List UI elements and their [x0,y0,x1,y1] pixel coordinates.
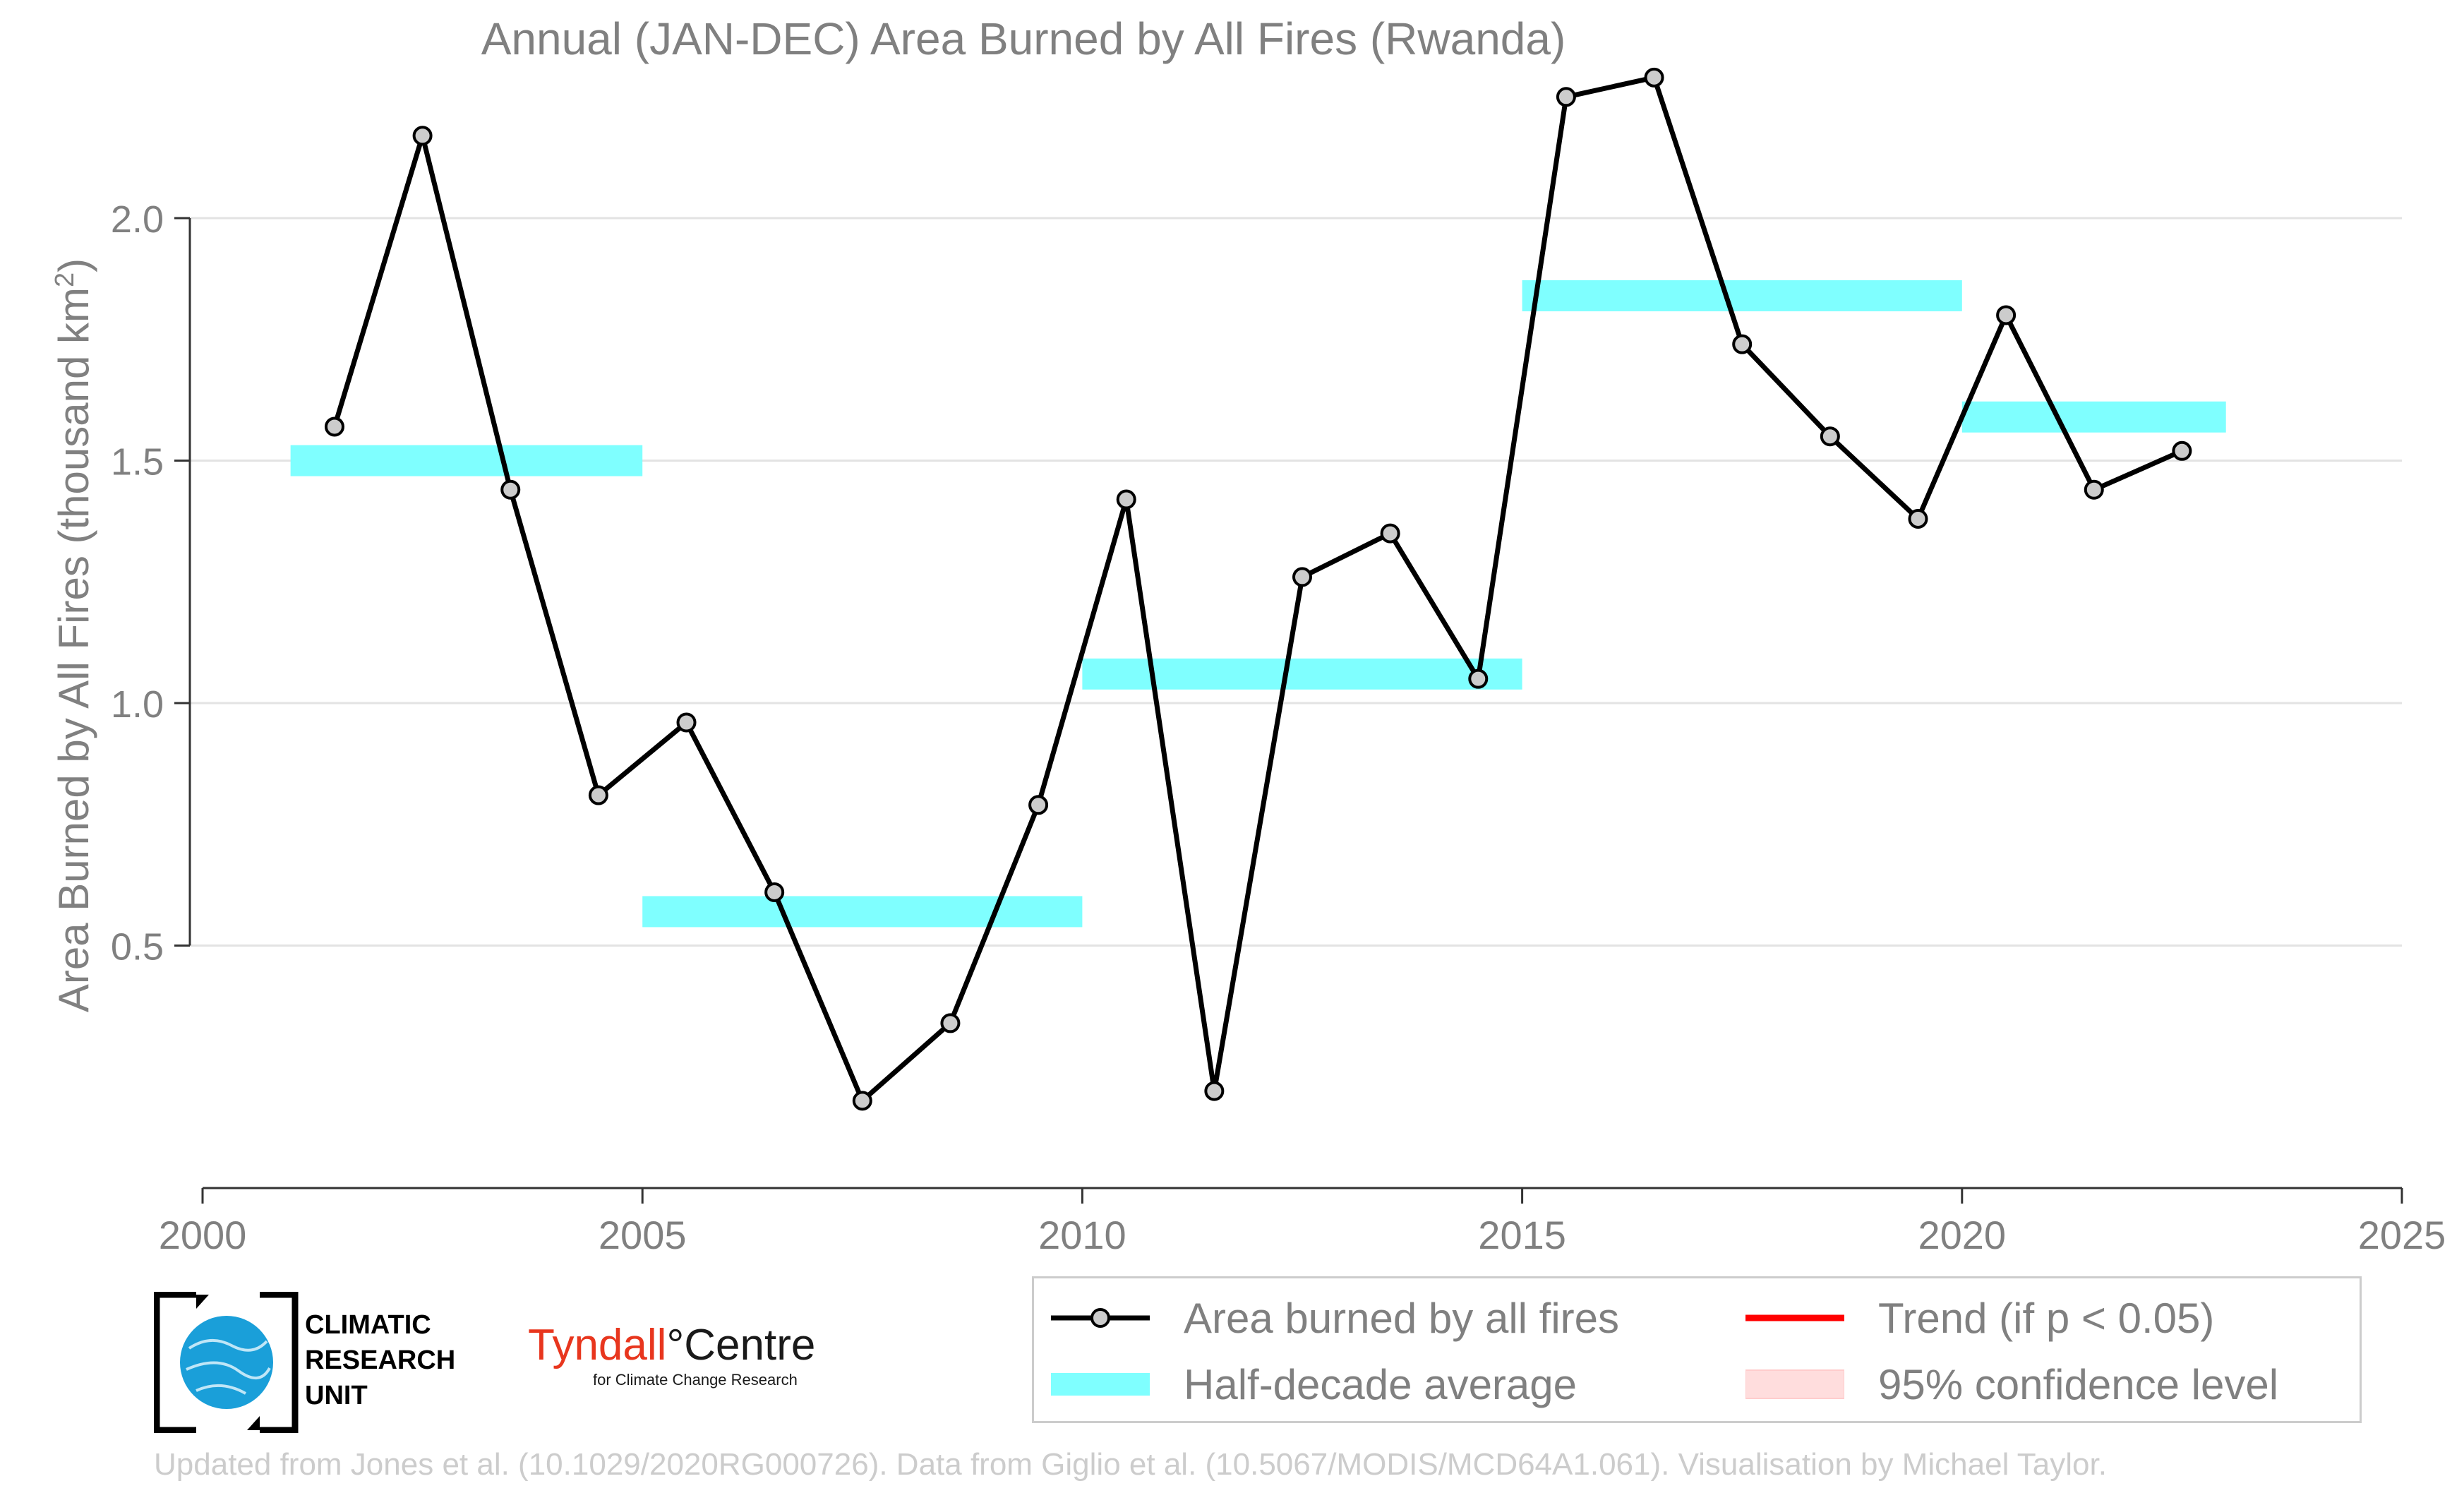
y-tick-label: 0.5 [111,926,164,969]
tyndall-degree: ° [666,1321,685,1369]
tyndall-name-part2: Centre [684,1321,816,1369]
cru-logo-text: CLIMATIC RESEARCH UNIT [305,1307,455,1413]
data-point [1996,305,2017,325]
legend-label: Half-decade average [1184,1360,1577,1408]
legend-item-trend: Trend (if p < 0.05) [1745,1290,2214,1346]
legend: Area burned by all fires Trend (if p < 0… [1032,1276,2362,1423]
cru-logo: CLIMATIC RESEARCH UNIT [153,1291,486,1434]
tyndall-logo-name: Tyndall°Centre [528,1320,815,1370]
legend-item-area-burned: Area burned by all fires [1051,1290,1619,1346]
legend-swatch-line-icon [1745,1297,1844,1339]
y-tick-label: 2.0 [111,198,164,241]
chart-title: Annual (JAN-DEC) Area Burned by All Fire… [481,13,1566,64]
legend-item-confidence: 95% confidence level [1745,1356,2278,1413]
data-point [1732,334,1753,354]
x-tick-label: 2025 [2358,1213,2446,1257]
credit-footnote: Updated from Jones et al. (10.1029/2020R… [154,1447,2107,1482]
half-decade-average-band [1522,280,1962,311]
tyndall-name-part1: Tyndall [528,1321,667,1369]
tyndall-logo: Tyndall°Centre for Climate Change Resear… [528,1320,824,1398]
data-point [1292,567,1312,587]
series-lines [332,75,2183,1103]
data-point [1116,489,1136,510]
data-point [676,712,697,733]
data-point [588,785,608,805]
data-point [1644,67,1664,88]
x-tick-label: 2005 [599,1213,687,1257]
x-tick-label: 2015 [1478,1213,1566,1257]
cru-line-1: CLIMATIC [305,1310,431,1340]
data-point [1468,668,1489,689]
legend-swatch-band-icon [1051,1363,1150,1405]
data-point [940,1013,961,1033]
axes: 0.5 1.0 1.5 2.0 2000 2005 2010 2015 2020 2025 [111,198,2446,1257]
grid-lines [174,217,2402,947]
cru-line-3: UNIT [305,1381,368,1410]
tyndall-logo-subtitle: for Climate Change Research [593,1371,798,1389]
legend-label: Area burned by all fires [1184,1294,1619,1342]
globe-icon [153,1291,299,1434]
cru-line-2: RESEARCH [305,1345,456,1375]
legend-item-half-decade: Half-decade average [1051,1356,1577,1413]
legend-swatch-line-marker-icon [1051,1297,1150,1339]
data-point [2084,479,2104,500]
legend-swatch-band-icon [1745,1363,1845,1405]
data-point [764,882,785,902]
data-point [1556,87,1576,107]
y-tick-label: 1.5 [111,441,164,484]
data-point [1820,426,1840,447]
x-tick-label: 2000 [159,1213,247,1257]
data-point [1028,795,1049,815]
data-point [1204,1081,1225,1101]
series-line [332,75,2183,1103]
half-decade-average-band [290,445,643,476]
data-point [2172,440,2192,461]
data-point [1380,523,1400,544]
data-point [852,1091,872,1111]
half-decade-average-band [1961,401,2226,433]
data-point [412,126,433,146]
x-tick-label: 2020 [1918,1213,2007,1257]
legend-label: Trend (if p < 0.05) [1878,1294,2215,1342]
y-tick-label: 1.0 [111,683,164,726]
half-decade-average-band [642,896,1083,928]
data-point [500,479,521,500]
data-point [324,416,344,437]
data-point [1908,508,1928,529]
legend-label: 95% confidence level [1878,1360,2279,1408]
series-points [324,67,2192,1111]
x-tick-label: 2010 [1038,1213,1126,1257]
